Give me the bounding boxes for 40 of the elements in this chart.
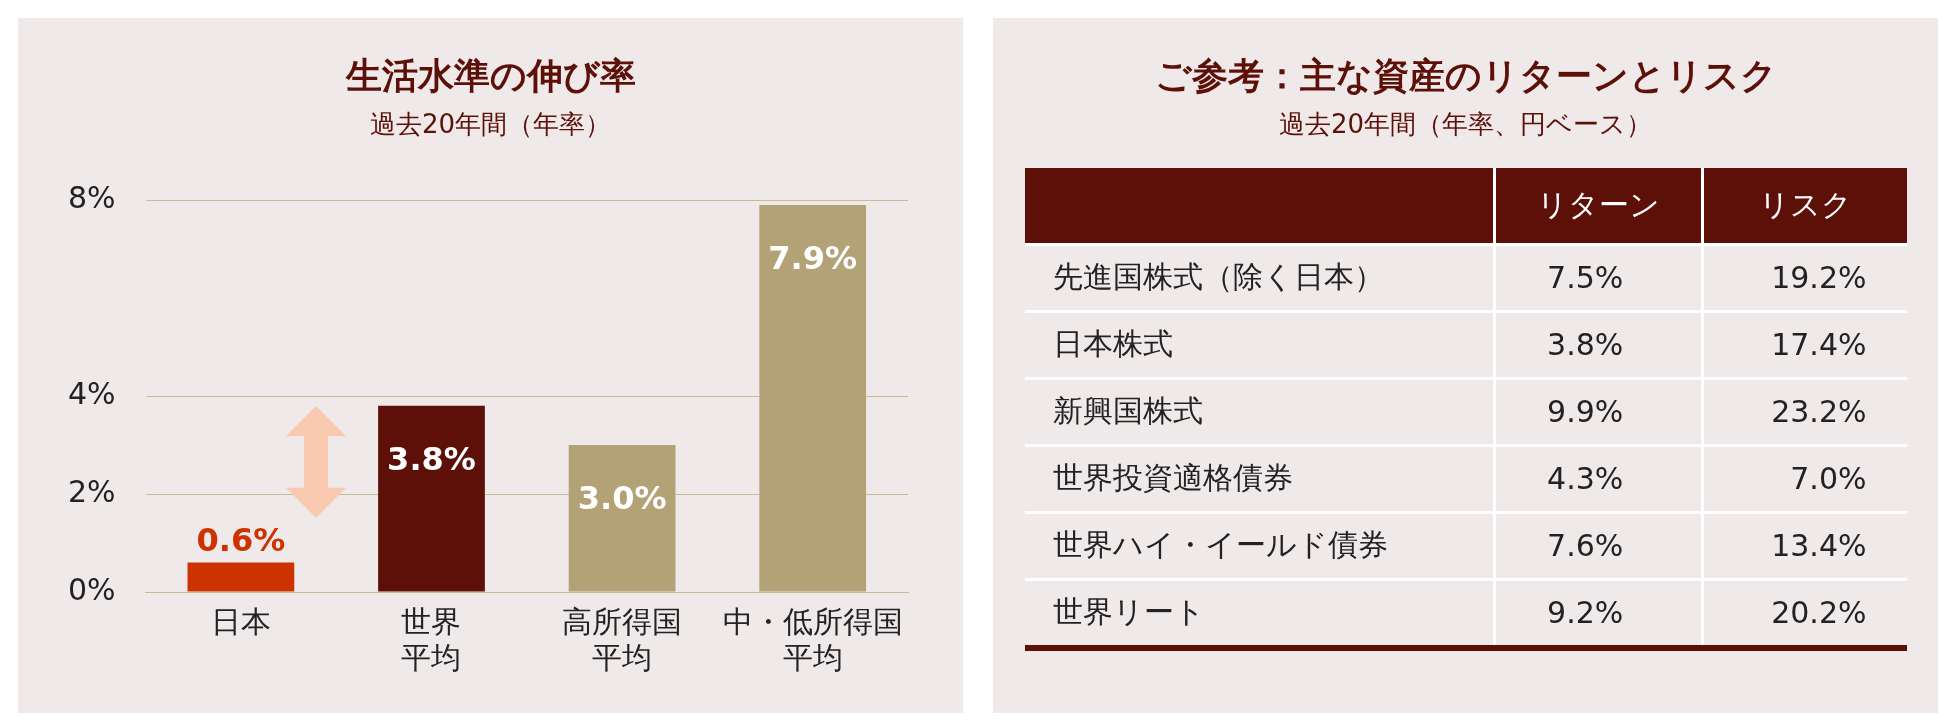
category-label: 世界ハイ・イールド債券 xyxy=(1052,527,1388,562)
text: 19.2% xyxy=(1771,260,1867,295)
text: 過去20年間（年率、円ベース） xyxy=(1277,108,1654,141)
x-tick-label: 世界平均 xyxy=(401,603,462,675)
bar xyxy=(378,405,485,592)
text: 9.9% xyxy=(1547,394,1624,429)
bar xyxy=(759,204,867,592)
x-tick-label: 日本 xyxy=(210,603,271,639)
text: 9.2% xyxy=(1547,595,1624,630)
category-label: リターン xyxy=(1494,168,1703,244)
y-tick-label: 4% xyxy=(68,375,116,411)
bar xyxy=(568,445,676,592)
category-label: 世界リート xyxy=(1052,594,1205,629)
category-label: 新興国株式 xyxy=(1052,393,1203,428)
chart-subtitle: 過去20年間（年率） xyxy=(368,108,613,141)
x-tick-label: 中・低所得国平均 xyxy=(722,603,903,675)
bar xyxy=(187,562,295,592)
text: 7.0% xyxy=(1790,461,1867,496)
text: 4.3% xyxy=(1547,461,1624,496)
text: 7.6% xyxy=(1547,528,1624,563)
data-label: 3.8% xyxy=(387,440,476,479)
text: 13.4% xyxy=(1771,528,1867,563)
data-label: 0.6% xyxy=(196,520,286,559)
data-label: 7.9% xyxy=(768,239,858,278)
category-label: リスク xyxy=(1702,168,1907,244)
text: 17.4% xyxy=(1771,327,1867,362)
chart-title: 生活水準の伸び率 xyxy=(344,54,637,98)
category-label: 日本株式 xyxy=(1052,326,1173,361)
data-label: 3.0% xyxy=(577,479,667,518)
text: 7.5% xyxy=(1547,260,1624,295)
text: 20.2% xyxy=(1771,595,1867,630)
y-tick-label: 0% xyxy=(68,571,116,607)
x-tick-label: 高所得国平均 xyxy=(562,603,683,675)
y-tick-label: 8% xyxy=(68,179,116,215)
text: 23.2% xyxy=(1771,394,1867,429)
category-label: 先進国株式（除く日本） xyxy=(1052,259,1384,294)
text: 3.8% xyxy=(1547,327,1624,362)
text: ご参考：主な資産のリターンとリスク xyxy=(1153,54,1778,98)
y-tick-label: 2% xyxy=(68,473,116,509)
category-label: 世界投資適格債券 xyxy=(1052,460,1293,495)
